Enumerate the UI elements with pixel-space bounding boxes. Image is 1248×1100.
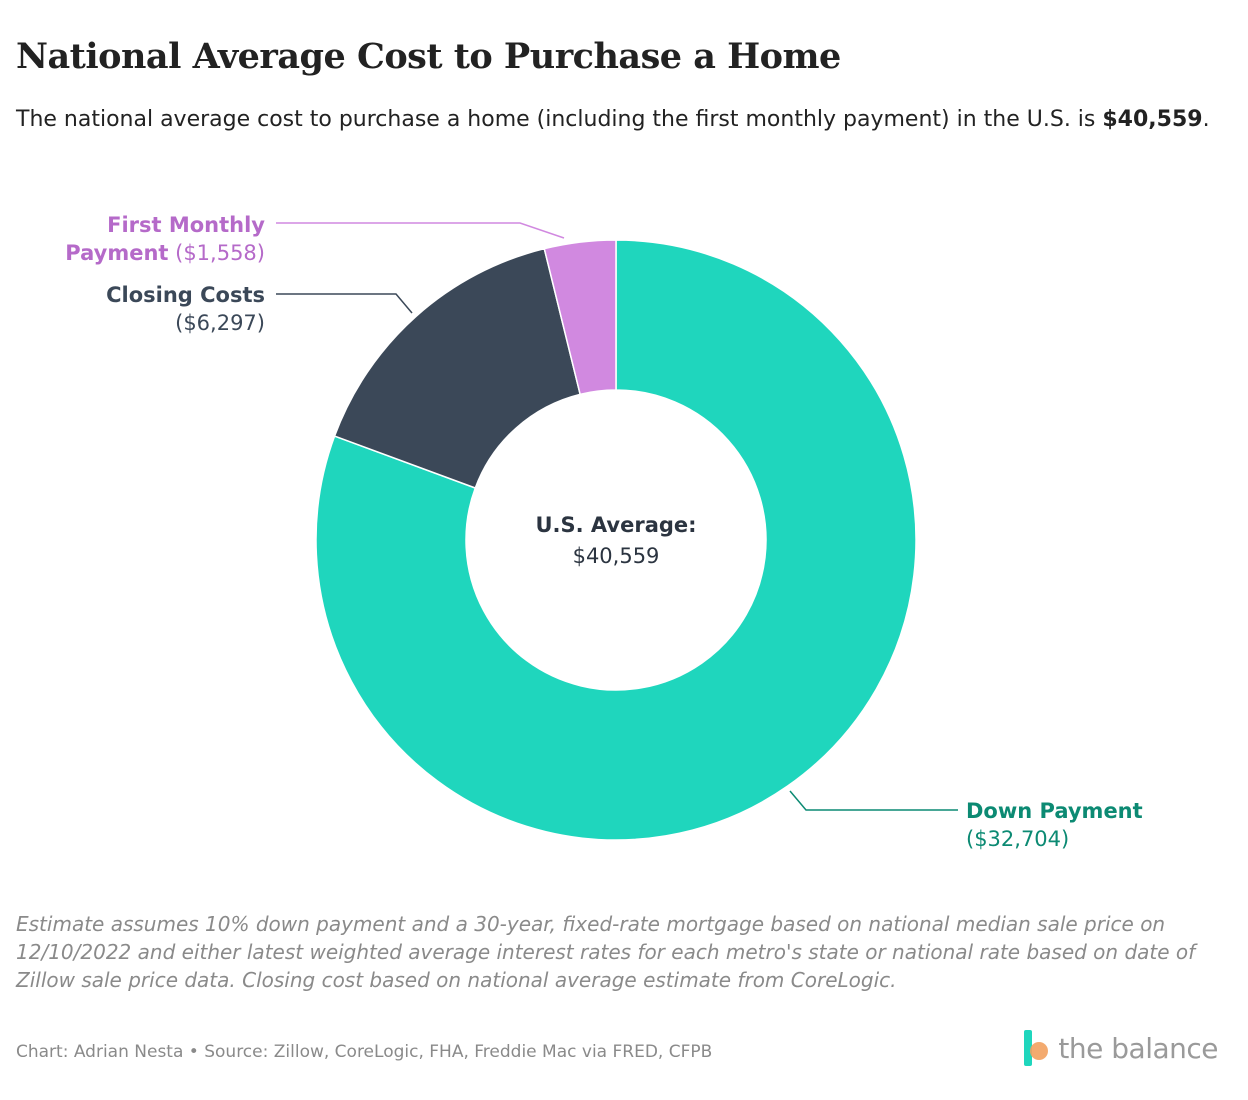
slice-first-monthly-payment	[543, 239, 617, 396]
donut-chart: First Monthly Payment ($1,558) Closing C…	[65, 213, 1143, 851]
label-first-monthly-line2: Payment ($1,558)	[65, 241, 265, 265]
label-down-payment: Down Payment	[966, 799, 1143, 823]
label-closing-costs: Closing Costs	[106, 283, 265, 307]
footnote: Estimate assumes 10% down payment and a …	[16, 912, 1196, 992]
logo-mark-icon	[1024, 1030, 1050, 1066]
slice-closing-costs	[333, 247, 582, 489]
leader-line-first-monthly	[276, 222, 565, 239]
chart-subtitle: The national average cost to purchase a …	[16, 104, 1216, 136]
logo-text: the balance	[1058, 1031, 1218, 1065]
subtitle-total: $40,559	[1102, 107, 1203, 132]
center-value: $40,559	[573, 544, 660, 568]
brand-logo: the balance	[1024, 1030, 1218, 1066]
leader-line-closing-costs	[276, 293, 413, 314]
center-label: U.S. Average:	[535, 513, 696, 537]
leader-line-down-payment	[789, 790, 958, 811]
source-credit: Chart: Adrian Nesta • Source: Zillow, Co…	[16, 1042, 713, 1062]
label-closing-costs-value: ($6,297)	[175, 311, 265, 335]
subtitle-end: .	[1202, 107, 1210, 132]
subtitle-text: The national average cost to purchase a …	[16, 107, 1096, 132]
chart-title: National Average Cost to Purchase a Home	[16, 36, 841, 77]
donut-slices	[315, 239, 917, 841]
label-first-monthly-value: ($1,558)	[175, 241, 265, 265]
label-first-monthly-line1: First Monthly	[107, 213, 265, 237]
label-down-payment-value: ($32,704)	[966, 827, 1069, 851]
slice-down-payment	[315, 239, 917, 841]
